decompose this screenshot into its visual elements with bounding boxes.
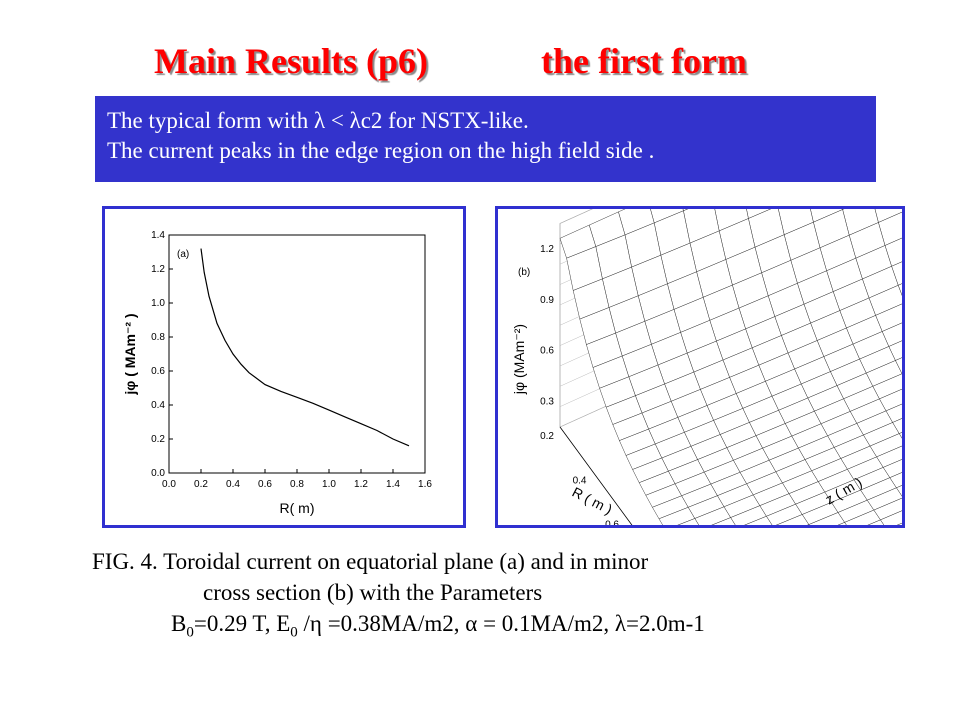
y-tick-label: 0.6 (151, 366, 165, 377)
x-axis-title: R( m) (280, 500, 315, 516)
y-axis-title: jφ ( MAm⁻² ) (122, 313, 138, 395)
surface-cell (677, 518, 700, 525)
summary-line-1: The typical form with λ < λc2 for NSTX-l… (107, 108, 529, 133)
x-tick-label: 1.0 (322, 479, 336, 490)
x-tick-label: 1.6 (418, 479, 432, 490)
j-axis-title: jφ (MAm⁻²) (511, 324, 527, 395)
r-tick-label: 0.2 (540, 431, 554, 442)
param-b-subscript: 0 (186, 624, 194, 641)
caption-line-2: cross section (b) with the Parameters (203, 580, 543, 605)
slide-title: Main Results (p6) the first form (0, 40, 960, 86)
summary-box: The typical form with λ < λc2 for NSTX-l… (95, 96, 876, 182)
j-tick-label: 0.3 (540, 397, 554, 408)
summary-line-2: The current peaks in the edge region on … (107, 138, 655, 163)
x-tick-label: 0.0 (162, 479, 176, 490)
surface-mesh-b (559, 209, 902, 525)
param-b-value: =0.29 T, E (193, 611, 291, 636)
x-tick-label: 0.6 (258, 479, 272, 490)
r-tick-label: 0.4 (573, 475, 587, 486)
x-tick-label: 1.2 (354, 479, 368, 490)
figure-panel-a: 0.0 0.2 0.4 0.6 0.8 1.0 1.2 1.4 1.6 0.0 0.2 0.4 0.6 0… (102, 206, 466, 528)
title-sub: the first form (541, 41, 747, 81)
series-line-a (200, 248, 410, 447)
caption-parameters: B0=0.29 T, E0 /η =0.38MA/m2, α = 0.1MA/m… (171, 608, 705, 649)
floor-edge (559, 426, 633, 525)
r-tick-label: 0.6 (605, 520, 619, 525)
j-tick-label: 0.9 (540, 295, 554, 306)
param-e-subscript: 0 (290, 624, 298, 641)
param-b-symbol: B (171, 611, 187, 636)
plot-frame-a (168, 234, 426, 474)
surface-cell (711, 517, 736, 525)
surface-cell (880, 510, 902, 525)
title-main: Main Results (p6) (154, 41, 429, 81)
y-tick-label: 0.0 (151, 468, 165, 479)
caption-line-1: FIG. 4. Toroidal current on equatorial p… (92, 549, 649, 574)
panel-label-b: (b) (518, 267, 530, 278)
j-tick-label: 1.2 (540, 244, 554, 255)
x-tick-label: 0.8 (290, 479, 304, 490)
x-tick-label: 0.2 (194, 479, 208, 490)
y-tick-label: 0.2 (151, 434, 165, 445)
y-tick-label: 1.4 (151, 230, 165, 241)
y-tick-label: 0.8 (151, 332, 165, 343)
surface-cell (897, 522, 902, 525)
x-tick-label: 1.4 (386, 479, 400, 490)
line-chart-a: 0.0 0.2 0.4 0.6 0.8 1.0 1.2 1.4 1.6 0.0 0.2 0.4 0.6 0… (122, 230, 432, 516)
figure-panel-b: 0.30.60.91.20.20.40.60.81.01.21.40.00.51… (495, 206, 905, 528)
r-axis-title: R ( m ) (570, 484, 615, 518)
surface-cell (744, 516, 773, 525)
y-tick-label: 1.0 (151, 298, 165, 309)
surface-cell (837, 522, 847, 525)
left-wall (559, 209, 902, 428)
x-tick-label: 0.4 (226, 479, 240, 490)
surface-cell (867, 519, 885, 525)
panel-label-a: (a) (177, 249, 189, 260)
param-e-value: /η =0.38MA/m2, α = 0.1MA/m2, λ=2.0m-1 (297, 611, 705, 636)
surface-chart-b: 0.30.60.91.20.20.40.60.81.01.21.40.00.51… (511, 209, 902, 525)
y-tick-label: 0.4 (151, 400, 165, 411)
y-tick-label: 1.2 (151, 264, 165, 275)
j-tick-label: 0.6 (540, 346, 554, 357)
